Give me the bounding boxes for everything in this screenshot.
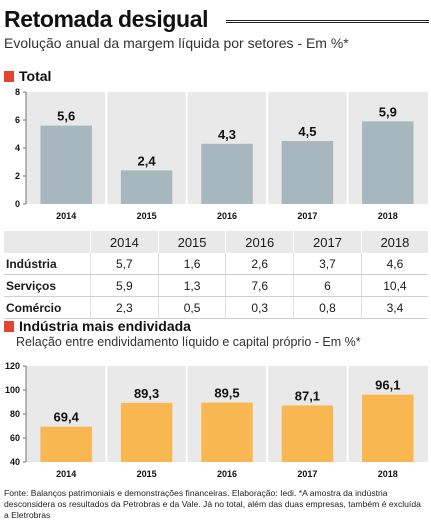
y-tick-label: 8 xyxy=(15,87,20,97)
category-label: 2015 xyxy=(137,211,157,221)
value-label: 96,1 xyxy=(375,378,400,393)
section-debt-label: Indústria mais endividada xyxy=(19,318,191,334)
y-tick-label: 100 xyxy=(5,385,20,395)
category-label: 2018 xyxy=(378,211,398,221)
bar-2015 xyxy=(120,402,173,462)
table-row-label: Serviços xyxy=(4,274,91,297)
value-label: 5,9 xyxy=(379,104,397,119)
table-cell: 5,7 xyxy=(90,253,159,275)
sector-margin-table: 2014 2015 2016 2017 2018 Indústria 5,7 1,6 2,6 3… xyxy=(4,231,428,319)
table-cell: 5,9 xyxy=(90,274,159,297)
bar-2016 xyxy=(201,402,253,462)
y-tick-label: 80 xyxy=(10,409,20,419)
bar-2017 xyxy=(281,405,334,462)
category-label: 2016 xyxy=(217,469,237,479)
section-debt-heading: Indústria mais endividada xyxy=(4,318,191,334)
footnote: Fonte: Balanços patrimoniais e demonstra… xyxy=(4,488,421,520)
bar-2017 xyxy=(281,141,334,204)
y-tick-label: 40 xyxy=(10,457,20,467)
chart-subtitle: Evolução anual da margem líquida por set… xyxy=(4,35,349,51)
table-cell: 7,6 xyxy=(225,274,294,297)
bar-2018 xyxy=(362,394,414,462)
value-label: 69,4 xyxy=(54,410,80,425)
table-column-header: 2014 xyxy=(90,231,159,253)
table-cell: 1,6 xyxy=(157,253,226,275)
table-column-header: 2017 xyxy=(293,231,362,253)
bar-2018 xyxy=(362,121,414,204)
table-column-header: 2015 xyxy=(157,231,226,253)
value-label: 89,5 xyxy=(214,386,239,401)
y-tick-label: 4 xyxy=(15,143,20,153)
bar-2014 xyxy=(40,426,92,462)
table-cell: 4,6 xyxy=(360,253,428,275)
category-label: 2015 xyxy=(137,469,157,479)
table-cell: 3,7 xyxy=(293,253,362,275)
bar-2016 xyxy=(201,143,253,204)
table-row: Comércio 2,3 0,5 0,3 0,8 3,4 xyxy=(4,296,428,319)
table-cell: 10,4 xyxy=(360,274,428,297)
value-label: 2,4 xyxy=(138,153,157,168)
bar-2015 xyxy=(120,170,173,204)
table-column-header xyxy=(4,231,91,253)
y-tick-label: 6 xyxy=(15,115,20,125)
category-label: 2017 xyxy=(297,469,317,479)
chart-title: Retomada desigual xyxy=(4,6,209,32)
table-cell: 2,6 xyxy=(225,253,294,275)
category-label: 2017 xyxy=(297,211,317,221)
table-row-label: Indústria xyxy=(4,253,91,275)
category-label: 2016 xyxy=(217,211,237,221)
section-total-heading: Total xyxy=(4,68,51,84)
y-tick-label: 60 xyxy=(10,433,20,443)
table-row: Indústria 5,7 1,6 2,6 3,7 4,6 xyxy=(4,253,428,275)
table-body: Indústria 5,7 1,6 2,6 3,7 4,6 Serviços 5,9 1,3 7,… xyxy=(4,253,428,319)
category-label: 2014 xyxy=(56,469,76,479)
title-rule xyxy=(226,20,429,23)
y-tick-label: 2 xyxy=(15,171,20,181)
table-cell: 0,3 xyxy=(225,296,294,319)
table-cell: 0,8 xyxy=(293,296,362,319)
value-label: 5,6 xyxy=(57,109,75,124)
value-label: 4,3 xyxy=(218,127,236,142)
y-tick-label: 0 xyxy=(15,199,20,209)
table-cell: 1,3 xyxy=(157,274,226,297)
section-marker-icon xyxy=(4,70,14,82)
value-label: 4,5 xyxy=(298,124,316,139)
y-tick-label: 120 xyxy=(5,361,20,371)
table-column-header: 2016 xyxy=(225,231,294,253)
table-row: Serviços 5,9 1,3 7,6 6 10,4 xyxy=(4,274,428,297)
table-header-row: 2014 2015 2016 2017 2018 xyxy=(4,231,428,253)
table-cell: 6 xyxy=(293,274,362,297)
table-column-header: 2018 xyxy=(360,231,428,253)
table-row-label: Comércio xyxy=(4,296,91,319)
debt-bar-chart: 40 60 80 100 120 69,4 2014 89,3 2015 89,5 2016 87,1… xyxy=(5,361,428,483)
section-total-label: Total xyxy=(19,68,52,84)
table-cell: 0,5 xyxy=(157,296,226,319)
total-bar-chart: 0 2 4 6 8 5,6 2014 2,4 2015 4,3 2016 4,5 2017 5,9 2018 xyxy=(15,87,428,225)
section-marker-icon xyxy=(4,320,14,332)
category-label: 2018 xyxy=(378,469,398,479)
table-cell: 3,4 xyxy=(360,296,428,319)
value-label: 89,3 xyxy=(134,386,159,401)
category-label: 2014 xyxy=(56,211,76,221)
bar-2014 xyxy=(40,125,92,204)
section-debt-subtitle: Relação entre endividamento líquido e ca… xyxy=(16,335,361,349)
table-cell: 2,3 xyxy=(90,296,159,319)
value-label: 87,1 xyxy=(295,388,320,403)
